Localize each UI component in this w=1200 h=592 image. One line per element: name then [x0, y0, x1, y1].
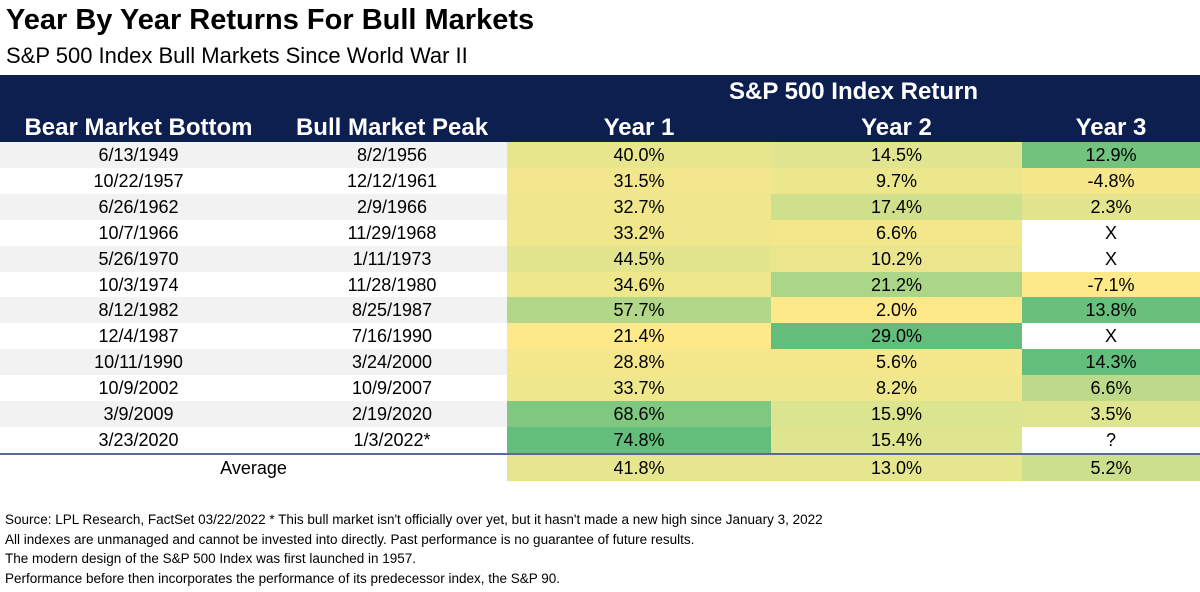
- year-3-return-cell: X: [1022, 245, 1200, 272]
- table-row: 8/12/1982 8/25/1987 57.7% 2.0% 13.8%: [0, 297, 1200, 324]
- bull-market-peak-cell: 11/28/1980: [347, 274, 437, 295]
- column-header-year-1: Year 1: [603, 114, 675, 141]
- footnote-index-design: The modern design of the S&P 500 Index w…: [5, 551, 417, 567]
- bear-market-bottom-cell: 10/3/1974: [98, 274, 179, 295]
- average-row: Average 41.8% 13.0% 5.2%: [0, 455, 1200, 481]
- bull-market-peak-cell: 7/16/1990: [351, 326, 433, 347]
- year-3-return-cell: 6.6%: [1022, 375, 1200, 402]
- footnote-disclaimer: All indexes are unmanaged and cannot be …: [5, 531, 695, 547]
- year-2-return-cell: 2.0%: [771, 297, 1022, 324]
- year-1-return-cell: 28.8%: [507, 349, 771, 376]
- bear-market-bottom-cell: 5/26/1970: [0, 245, 277, 272]
- bull-market-peak-cell: 8/2/1956: [277, 142, 507, 168]
- page-subtitle: S&P 500 Index Bull Markets Since World W…: [6, 43, 468, 68]
- table-row: 6/13/1949 8/2/1956 40.0% 14.5% 12.9%: [0, 142, 1200, 168]
- year-1-return-cell: 31.5%: [507, 167, 771, 194]
- year-2-return-cell: 6.6%: [771, 219, 1022, 246]
- year-2-return-cell: 21.2%: [771, 271, 1022, 298]
- footnotes: Source: LPL Research, FactSet 03/22/2022…: [5, 510, 823, 588]
- table-row: 10/7/1966 11/29/1968 33.2% 6.6% X: [0, 219, 1200, 246]
- year-1-return-cell: 33.2%: [507, 219, 771, 246]
- year-2-return-cell: 17.4%: [771, 193, 1022, 220]
- year-2-return-cell: 5.6%: [771, 349, 1022, 376]
- average-year-3: 5.2%: [1022, 455, 1200, 481]
- column-header-year-2: Year 2: [861, 114, 932, 141]
- table-row: 10/3/1974 11/28/1980 34.6% 21.2% -7.1%: [0, 271, 1200, 298]
- average-divider: [0, 453, 1200, 455]
- table-row: 10/22/1957 12/12/1961 31.5% 9.7% -4.8%: [0, 167, 1200, 194]
- year-3-return-cell: 3.5%: [1022, 401, 1200, 427]
- average-year-1: 41.8%: [507, 455, 771, 481]
- year-2-return-cell: 15.9%: [771, 401, 1022, 427]
- bull-market-peak-cell: 11/29/1968: [347, 222, 437, 243]
- bull-market-peak-cell: 3/24/2000: [277, 349, 507, 376]
- table-row: 3/23/2020 1/3/2022* 74.8% 15.4%?: [0, 426, 1200, 453]
- year-3-return-cell: 2.3%: [1022, 193, 1200, 220]
- year-3-return-cell: -7.1%: [1022, 271, 1200, 298]
- group-header-label: S&P 500 Index Return: [729, 78, 978, 105]
- column-header-bull-peak: Bull Market Peak: [295, 114, 489, 141]
- year-1-return-cell: 68.6%: [507, 401, 771, 427]
- year-1-return-cell: 32.7%: [507, 193, 771, 220]
- bull-market-peak-cell: 1/3/2022*: [353, 429, 431, 450]
- page-title: Year By Year Returns For Bull Markets: [6, 4, 535, 36]
- year-2-return-cell: 14.5%: [771, 142, 1022, 168]
- bull-market-peak-cell: 1/11/1973: [277, 245, 507, 272]
- table-row: 5/26/1970 1/11/1973 44.5% 10.2% X: [0, 245, 1200, 272]
- table-row: 12/4/1987 7/16/1990 21.4% 29.0% X: [0, 323, 1200, 350]
- year-2-return-cell: 10.2%: [771, 245, 1022, 272]
- average-label: Average: [220, 458, 287, 478]
- year-1-return-cell: 33.7%: [507, 375, 771, 402]
- bull-market-peak-cell: 2/19/2020: [277, 401, 507, 427]
- table-header: S&P 500 Index Return Bear Market Bottom …: [0, 75, 1200, 142]
- column-header-bear-bottom: Bear Market Bottom: [24, 114, 253, 141]
- year-1-return-cell: 21.4%: [507, 323, 771, 350]
- bear-market-bottom-cell: 10/22/1957: [93, 170, 184, 191]
- bear-market-bottom-cell: 3/23/2020: [98, 429, 179, 450]
- bull-market-peak-cell: 2/9/1966: [277, 193, 507, 220]
- bear-market-bottom-cell: 6/13/1949: [0, 142, 277, 168]
- bull-market-peak-cell: 10/9/2007: [351, 378, 433, 399]
- year-2-return-cell: 9.7%: [771, 167, 1022, 194]
- table-row: 10/11/1990 3/24/2000 28.8% 5.6% 14.3%: [0, 349, 1200, 376]
- bear-market-bottom-cell: 10/9/2002: [98, 378, 179, 399]
- column-header-year-3: Year 3: [1075, 114, 1147, 141]
- table-row: 3/9/2009 2/19/2020 68.6% 15.9% 3.5%: [0, 401, 1200, 427]
- year-1-return-cell: 44.5%: [507, 245, 771, 272]
- year-2-return-cell: 15.4%: [771, 426, 1022, 453]
- footnote-source: Source: LPL Research, FactSet 03/22/2022…: [5, 512, 823, 527]
- year-3-return-cell: 13.8%: [1022, 297, 1200, 324]
- table-row: 10/9/2002 10/9/2007 33.7% 8.2% 6.6%: [0, 375, 1200, 402]
- bear-market-bottom-cell: 8/12/1982: [0, 297, 277, 324]
- year-1-return-cell: 74.8%: [507, 426, 771, 453]
- year-1-return-cell: 57.7%: [507, 297, 771, 324]
- year-3-return-cell: -4.8%: [1022, 167, 1200, 194]
- year-3-return-cell: 14.3%: [1022, 349, 1200, 376]
- year-3-return-cell: ?: [1022, 426, 1200, 453]
- year-1-return-cell: 34.6%: [507, 271, 771, 298]
- year-3-return-cell: X: [1022, 323, 1200, 350]
- year-3-return-cell: X: [1022, 219, 1200, 246]
- bear-market-bottom-cell: 10/11/1990: [0, 349, 277, 376]
- bear-market-bottom-cell: 3/9/2009: [0, 401, 277, 427]
- year-1-return-cell: 40.0%: [507, 142, 771, 168]
- average-year-2: 13.0%: [771, 455, 1022, 481]
- bear-market-bottom-cell: 12/4/1987: [98, 326, 179, 347]
- bull-market-peak-cell: 12/12/1961: [346, 170, 438, 191]
- bull-market-peak-cell: 8/25/1987: [277, 297, 507, 324]
- footnote-predecessor: Performance before then incorporates the…: [5, 570, 561, 586]
- bear-market-bottom-cell: 6/26/1962: [0, 193, 277, 220]
- year-2-return-cell: 8.2%: [771, 375, 1022, 402]
- table-row: 6/26/1962 2/9/1966 32.7% 17.4% 2.3%: [0, 193, 1200, 220]
- bear-market-bottom-cell: 10/7/1966: [98, 222, 179, 243]
- year-3-return-cell: 12.9%: [1022, 142, 1200, 168]
- year-2-return-cell: 29.0%: [771, 323, 1022, 350]
